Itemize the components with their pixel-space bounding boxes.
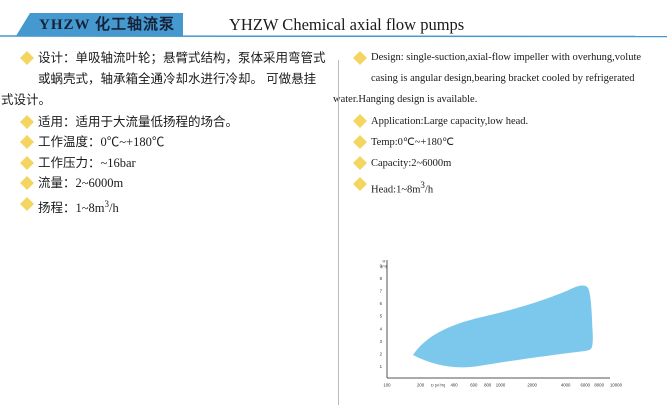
svg-text:600: 600 xyxy=(470,383,478,388)
svg-text:8000: 8000 xyxy=(594,383,604,388)
svg-text:100: 100 xyxy=(383,383,391,388)
svg-text:2: 2 xyxy=(380,351,383,356)
svg-text:200: 200 xyxy=(417,383,425,388)
svg-text:5: 5 xyxy=(380,314,383,319)
svg-text:8: 8 xyxy=(380,276,383,281)
svg-text:10000: 10000 xyxy=(610,383,623,388)
svg-text:4: 4 xyxy=(380,326,383,331)
svg-text:2000: 2000 xyxy=(527,383,537,388)
svg-text:7: 7 xyxy=(380,289,383,294)
svg-text:4000: 4000 xyxy=(561,383,571,388)
svg-text:1000: 1000 xyxy=(496,383,506,388)
svg-text:6: 6 xyxy=(380,301,383,306)
svg-text:400: 400 xyxy=(451,383,459,388)
svg-text:6000: 6000 xyxy=(581,383,591,388)
svg-text:3: 3 xyxy=(380,339,383,344)
svg-text:800: 800 xyxy=(484,383,492,388)
svg-text:1: 1 xyxy=(380,364,383,369)
svg-text:D [m³/h]: D [m³/h] xyxy=(431,383,445,388)
